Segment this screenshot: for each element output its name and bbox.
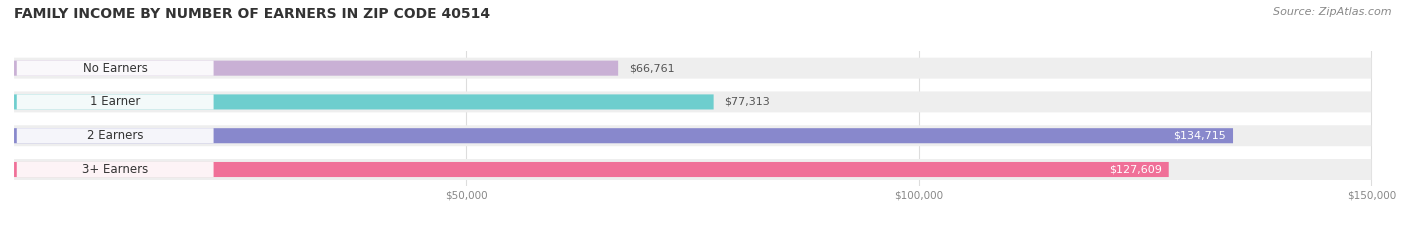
Text: 3+ Earners: 3+ Earners: [82, 163, 148, 176]
FancyBboxPatch shape: [17, 94, 214, 110]
FancyBboxPatch shape: [14, 162, 1168, 177]
Text: $66,761: $66,761: [628, 63, 675, 73]
Text: Source: ZipAtlas.com: Source: ZipAtlas.com: [1274, 7, 1392, 17]
FancyBboxPatch shape: [17, 162, 214, 177]
Text: $134,715: $134,715: [1174, 131, 1226, 141]
Text: 1 Earner: 1 Earner: [90, 96, 141, 108]
FancyBboxPatch shape: [14, 92, 1371, 112]
Text: FAMILY INCOME BY NUMBER OF EARNERS IN ZIP CODE 40514: FAMILY INCOME BY NUMBER OF EARNERS IN ZI…: [14, 7, 491, 21]
FancyBboxPatch shape: [14, 58, 1371, 79]
FancyBboxPatch shape: [14, 94, 714, 110]
Text: No Earners: No Earners: [83, 62, 148, 75]
Text: $77,313: $77,313: [724, 97, 770, 107]
FancyBboxPatch shape: [14, 125, 1371, 146]
FancyBboxPatch shape: [14, 159, 1371, 180]
Text: 2 Earners: 2 Earners: [87, 129, 143, 142]
FancyBboxPatch shape: [17, 128, 214, 143]
Text: $127,609: $127,609: [1109, 164, 1161, 175]
FancyBboxPatch shape: [14, 128, 1233, 143]
FancyBboxPatch shape: [14, 61, 619, 76]
FancyBboxPatch shape: [17, 61, 214, 76]
